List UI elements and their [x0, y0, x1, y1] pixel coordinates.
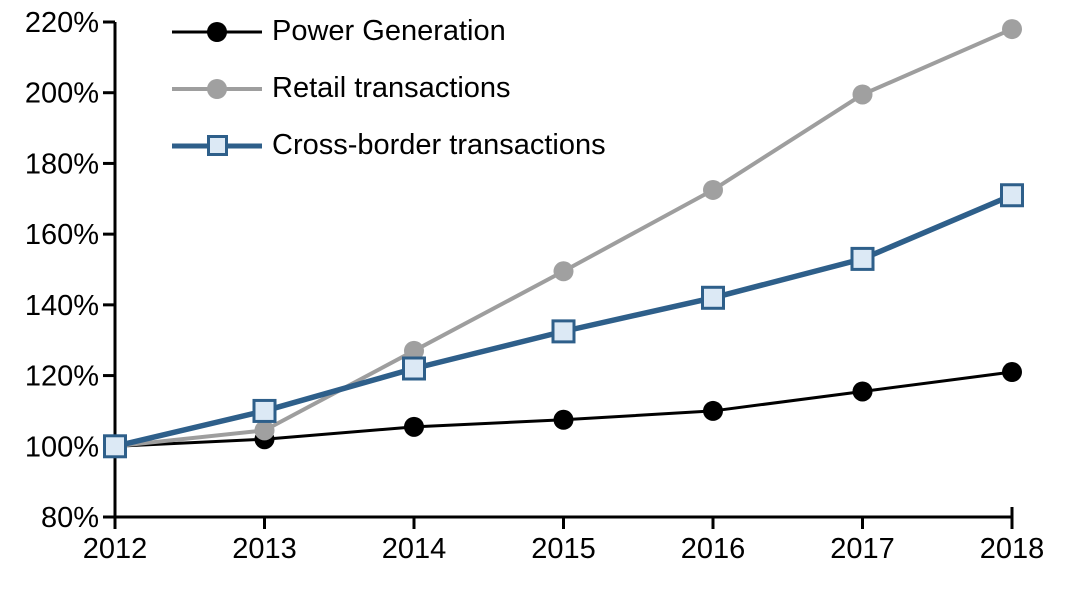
series-line-power-generation [114, 370, 1013, 448]
legend-item-retail-transactions: Retail transactions [172, 60, 606, 117]
x-tick-label: 2014 [382, 533, 447, 565]
x-tick-label: 2018 [980, 533, 1045, 565]
legend-label-cross-border-transactions: Cross-border transactions [272, 129, 606, 161]
x-tick-label: 2012 [83, 533, 148, 565]
series-marker-retail-transactions [553, 261, 574, 282]
series-marker-cross-border-transactions [402, 356, 426, 381]
series-marker-power-generation [404, 416, 424, 437]
series-marker-power-generation [703, 400, 723, 421]
series-marker-power-generation [852, 381, 873, 402]
series-marker-power-generation [1002, 362, 1022, 383]
y-tick-label: 100% [25, 431, 99, 463]
y-tick-label: 220% [25, 7, 99, 39]
series-marker-power-generation [553, 409, 574, 430]
series-marker-retail-transactions [1002, 19, 1022, 40]
x-tick-label: 2015 [531, 533, 596, 565]
series-marker-cross-border-transactions [103, 434, 127, 459]
legend-item-cross-border-transactions: Cross-border transactions [172, 117, 606, 174]
series-marker-cross-border-transactions [850, 246, 875, 271]
series-marker-cross-border-transactions [551, 319, 576, 344]
chart-legend: Power Generation Retail transactions Cro… [172, 3, 606, 174]
legend-label-retail-transactions: Retail transactions [272, 72, 511, 104]
cross-border-transactions-line-marker-icon [172, 134, 262, 158]
x-tick-label: 2016 [681, 533, 746, 565]
series-marker-retail-transactions [404, 340, 424, 361]
y-tick-label: 140% [25, 290, 99, 322]
power-generation-line-marker-icon [172, 20, 262, 44]
y-tick-label: 80% [41, 502, 99, 534]
x-tick-label: 2017 [830, 533, 895, 565]
y-tick-label: 200% [25, 78, 99, 110]
series-marker-cross-border-transactions [252, 398, 277, 423]
legend-label-power-generation: Power Generation [272, 15, 506, 47]
x-tick-label: 2013 [232, 533, 297, 565]
retail-transactions-line-marker-icon [172, 77, 262, 101]
y-tick-label: 180% [25, 148, 99, 180]
series-marker-retail-transactions [852, 84, 873, 105]
legend-item-power-generation: Power Generation [172, 3, 606, 60]
y-tick-label: 160% [25, 219, 99, 251]
series-marker-cross-border-transactions [701, 285, 725, 310]
series-marker-retail-transactions [703, 179, 723, 200]
series-marker-retail-transactions [254, 420, 275, 441]
series-marker-cross-border-transactions [1000, 183, 1024, 208]
y-tick-label: 120% [25, 361, 99, 393]
